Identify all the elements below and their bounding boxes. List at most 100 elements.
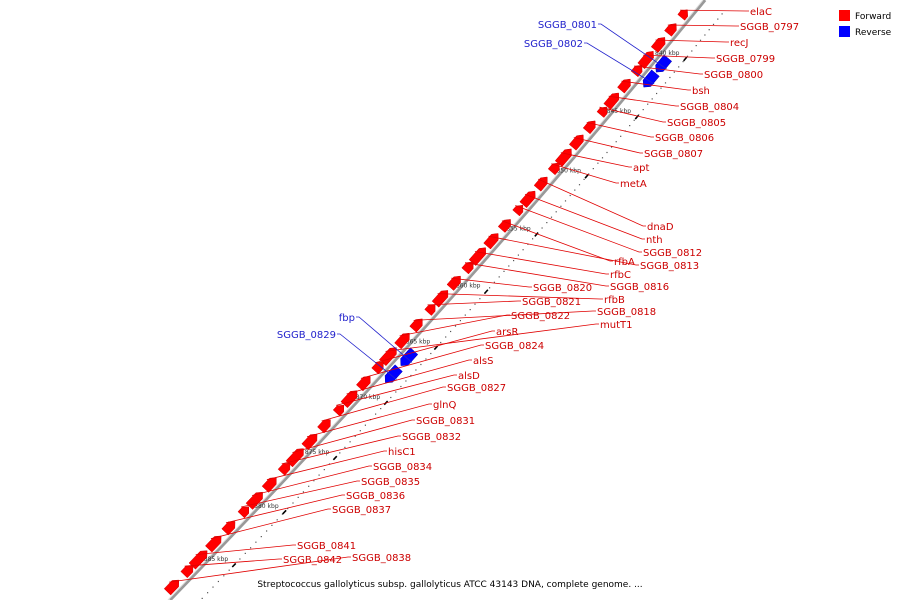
gene-label-rfbC: rfbC: [610, 270, 631, 281]
gene-arrow-SGGB_0821: [424, 304, 436, 316]
ruler-dot: [313, 480, 315, 482]
gene-label-SGGB_0812: SGGB_0812: [643, 248, 702, 259]
ruler-dot: [390, 396, 392, 399]
ruler-dot: [302, 491, 304, 493]
ruler-dot: [339, 452, 341, 454]
ruler-dot: [359, 430, 361, 432]
gene-arrow-SGGB_0831: [285, 448, 304, 468]
gene-arrow-SGGB_0841: [188, 550, 208, 570]
gene-label-SGGB_0801: SGGB_0801: [538, 20, 597, 31]
gene-label-SGGB_0837: SGGB_0837: [332, 505, 391, 516]
gene-leader-line: [266, 450, 387, 481]
gene-arrow-SGGB_0832: [277, 462, 291, 476]
ruler-dot: [708, 29, 710, 31]
gene-features: [163, 9, 688, 596]
kbp-tick-mark: [282, 509, 287, 515]
gene-label-SGGB_0820: SGGB_0820: [533, 283, 592, 294]
backbone-line: [168, 0, 707, 600]
genome-backbone: [167, 0, 707, 600]
ruler-dot: [410, 374, 412, 377]
ruler-dot: [450, 330, 452, 333]
ruler-dot: [574, 189, 576, 191]
ruler-dot: [669, 76, 671, 79]
gene-label-SGGB_0818: SGGB_0818: [597, 307, 656, 318]
gene-leader-line: [608, 95, 679, 107]
gene-label-SGGB_0841: SGGB_0841: [297, 541, 356, 552]
gene-arrow-apt: [554, 148, 572, 167]
ruler-dot: [517, 254, 519, 256]
ruler-dot: [260, 536, 262, 538]
gene-arrow-alsD: [332, 404, 345, 417]
ruler-dot: [678, 66, 680, 68]
ruler-dot: [228, 569, 230, 571]
gene-arrow-SGGB_0800: [630, 64, 643, 78]
gene-arrow-arsR: [371, 361, 384, 375]
gene-arrow-SGGB_0820: [446, 275, 461, 291]
gene-arrow-SGGB_0802: [642, 69, 660, 88]
gene-arrow-mutT1: [378, 347, 397, 367]
gene-label-nth: nth: [646, 235, 663, 246]
gene-leader-line: [399, 314, 510, 337]
gene-leader-line: [336, 374, 457, 406]
legend-swatch-reverse: [839, 26, 850, 37]
ruler-dot: [445, 336, 447, 338]
ruler-dot: [592, 168, 594, 170]
ruler-dot: [266, 530, 268, 532]
ruler-dot: [255, 541, 257, 543]
gene-label-SGGB_0797: SGGB_0797: [740, 22, 799, 33]
ruler-dot: [405, 380, 407, 382]
ruler-dot: [201, 597, 203, 599]
gene-leader-line: [374, 330, 495, 364]
ruler-dot: [415, 369, 417, 371]
ruler-dot: [560, 205, 562, 207]
gene-arrow-SGGB_0797: [664, 23, 677, 37]
gene-arrow-SGGB_0818: [409, 318, 423, 333]
kbp-tick-label: 885 kbp: [204, 556, 229, 563]
gene-leader-line: [643, 54, 715, 59]
ruler-dot: [380, 408, 382, 410]
legend-swatch-forward: [839, 10, 850, 21]
ruler-dot: [673, 71, 675, 73]
gene-leader-line: [356, 316, 413, 363]
ruler-dot: [633, 119, 635, 121]
gene-arrow-SGGB_0837: [205, 535, 222, 553]
kbp-tick-mark: [433, 345, 439, 351]
ruler-dot: [323, 469, 325, 471]
ruler-dot: [244, 552, 246, 554]
ruler-dot: [532, 238, 534, 240]
gene-label-SGGB_0800: SGGB_0800: [704, 70, 763, 81]
ruler-dot: [364, 424, 366, 426]
kbp-tick-label: 875 kbp: [305, 449, 330, 456]
ruler-dot: [217, 580, 219, 583]
ruler-dot: [682, 61, 684, 63]
gene-label-SGGB_0827: SGGB_0827: [447, 383, 506, 394]
gene-label-apt: apt: [633, 163, 649, 174]
gene-leader-line: [524, 193, 645, 240]
ruler-dot: [344, 446, 346, 448]
gene-label-SGGB_0813: SGGB_0813: [640, 261, 699, 272]
backbone-highlight: [167, 0, 704, 600]
gene-label-SGGB_0804: SGGB_0804: [680, 102, 739, 113]
gene-leader-line: [515, 205, 642, 253]
ruler-dot: [721, 13, 723, 15]
kbp-tick-mark: [483, 289, 489, 294]
gene-label-SGGB_0805: SGGB_0805: [667, 118, 726, 129]
kbp-tick-label: 855 kbp: [506, 225, 531, 232]
ruler-dot: [250, 547, 252, 549]
gene-leader-line: [169, 556, 351, 583]
gene-arrow-glnQ: [301, 433, 318, 451]
gene-leader-line: [437, 293, 603, 300]
gene-leader-line: [281, 435, 401, 465]
ruler-dot: [420, 363, 422, 366]
ruler-dot: [601, 157, 604, 159]
gene-arrow-recJ: [650, 37, 666, 53]
ruler-dot: [550, 216, 553, 218]
ruler-dot: [583, 178, 585, 180]
ruler-dot: [660, 87, 662, 89]
gene-label-recJ: recJ: [730, 38, 749, 49]
ruler-dot: [620, 135, 622, 137]
gene-arrow-SGGB_0801: [655, 54, 673, 73]
